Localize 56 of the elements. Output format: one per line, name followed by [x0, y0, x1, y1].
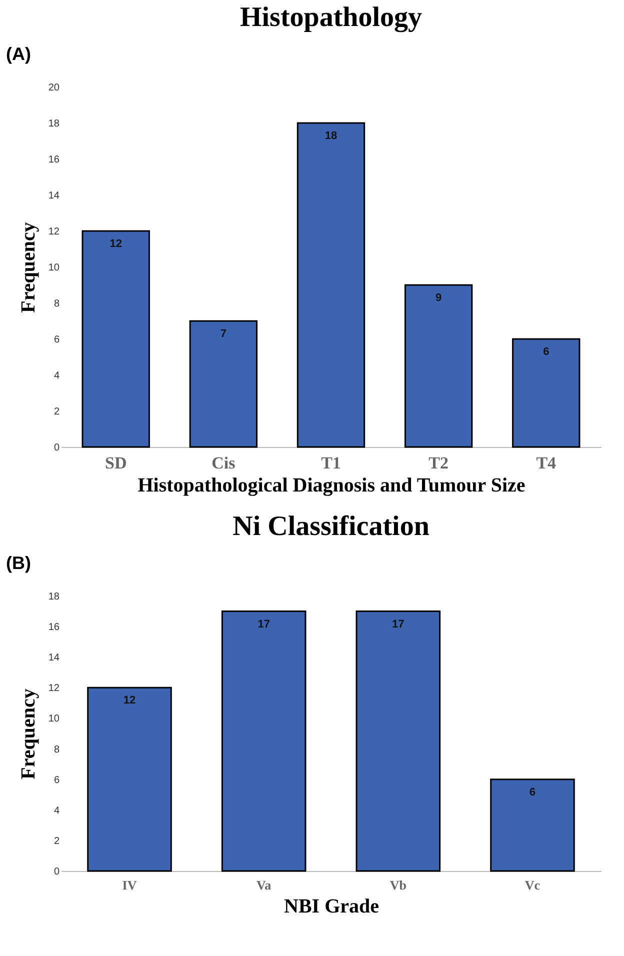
chart-title: Ni Classification — [232, 511, 430, 542]
y-tick-label: 8 — [54, 298, 60, 310]
y-tick-label: 12 — [48, 226, 60, 238]
data-label: 7 — [220, 328, 226, 340]
data-label: 12 — [110, 238, 122, 250]
data-label: 17 — [258, 618, 270, 630]
x-tick-label: Cis — [212, 454, 236, 472]
chart-title: Histopathology — [240, 2, 422, 33]
y-tick-label: 14 — [48, 190, 60, 202]
bar — [296, 122, 366, 448]
y-tick-label: 20 — [48, 82, 60, 94]
x-axis-title: Histopathological Diagnosis and Tumour Size — [138, 474, 526, 496]
data-label: 17 — [392, 618, 404, 630]
x-axis-title: NBI Grade — [284, 896, 380, 918]
bar — [87, 686, 172, 872]
bar — [512, 338, 580, 448]
y-axis-title: Frequency — [17, 222, 40, 313]
bar — [82, 230, 150, 448]
bar — [404, 284, 473, 448]
data-label: 12 — [123, 694, 136, 707]
x-tick-label: Va — [256, 878, 272, 892]
x-tick-label: T2 — [428, 454, 448, 472]
x-tick-label: Vb — [390, 878, 406, 892]
y-axis-title: Frequency — [17, 688, 40, 780]
data-label: 18 — [324, 130, 338, 142]
x-tick-label: Vc — [524, 878, 540, 892]
bar — [490, 778, 575, 872]
x-tick-label: SD — [104, 454, 127, 472]
y-tick-label: 16 — [48, 154, 60, 166]
x-tick-label: IV — [122, 878, 138, 892]
y-tick-label: 10 — [48, 262, 60, 274]
x-tick-label: T1 — [321, 454, 341, 472]
y-tick-label: 14 — [48, 652, 60, 664]
y-tick-label: 6 — [54, 334, 60, 346]
y-tick-label: 18 — [48, 118, 60, 130]
text: (B) — [6, 553, 31, 573]
y-tick-label: 4 — [54, 805, 60, 816]
y-tick-label: 8 — [54, 744, 60, 756]
y-tick-label: 6 — [54, 774, 60, 786]
y-tick-label: 18 — [48, 592, 60, 602]
y-tick-label: 2 — [54, 836, 60, 847]
y-tick-label: 12 — [48, 683, 60, 694]
text: (A) — [6, 44, 31, 64]
y-tick-label: 0 — [54, 442, 60, 454]
bar — [221, 610, 306, 872]
data-label: 6 — [543, 346, 550, 358]
bar — [356, 610, 441, 872]
y-tick-label: 10 — [48, 714, 60, 725]
data-label: 6 — [529, 786, 536, 798]
x-tick-label: T4 — [536, 454, 557, 472]
bar — [189, 320, 258, 448]
y-tick-label: 0 — [54, 866, 60, 878]
data-label: 9 — [436, 292, 442, 304]
y-tick-label: 2 — [54, 406, 60, 418]
y-tick-label: 16 — [48, 622, 60, 634]
y-tick-label: 4 — [54, 370, 60, 382]
